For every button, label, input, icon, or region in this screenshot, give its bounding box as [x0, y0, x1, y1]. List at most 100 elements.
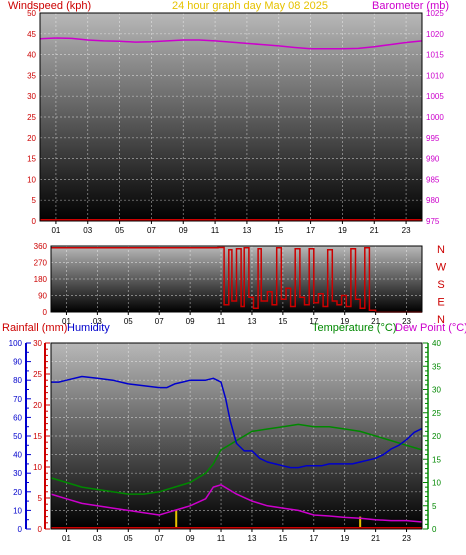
compass-label: N — [437, 244, 445, 256]
windspeed-y-tick-label: 25 — [27, 113, 36, 122]
barometer-y-tick-label: 985 — [426, 175, 440, 184]
panel3-x-tick-label: 11 — [217, 534, 226, 543]
panel2-x-tick-label: 17 — [309, 317, 318, 326]
panel2-x-tick-label: 19 — [340, 317, 349, 326]
barometer-y-tick-label: 980 — [426, 196, 440, 205]
panel3-x-tick-label: 03 — [93, 534, 102, 543]
panel1-x-tick-label: 05 — [115, 226, 124, 235]
wind-direction-y-tick-label: 180 — [34, 275, 48, 284]
windspeed-y-tick-label: 15 — [27, 155, 36, 164]
panel1-x-tick-label: 17 — [306, 226, 315, 235]
barometer-y-tick-label: 1000 — [426, 113, 444, 122]
wind-direction-y-tick-label: 0 — [43, 308, 48, 317]
wind-direction-line — [51, 246, 422, 313]
windspeed-axis-label: Windspeed (kph) — [8, 0, 91, 12]
panel1-x-tick-label: 21 — [370, 226, 379, 235]
panel3-x-tick-label: 19 — [340, 534, 349, 543]
panel2-x-tick-label: 13 — [248, 317, 257, 326]
panel1-x-tick-label: 11 — [211, 226, 220, 235]
panel2-x-tick-label: 11 — [217, 317, 226, 326]
chart-title: 24 hour graph day May 08 2025 — [172, 0, 328, 12]
panel2-plot-border — [50, 245, 423, 313]
windspeed-y-tick-label: 45 — [27, 30, 36, 39]
panel1-x-tick-label: 03 — [83, 226, 92, 235]
panel3-x-tick-label: 05 — [124, 534, 133, 543]
panel2-x-tick-label: 05 — [124, 317, 133, 326]
windspeed-y-tick-label: 10 — [27, 175, 36, 184]
panel3-x-tick-label: 01 — [62, 534, 71, 543]
humidity-y-tick-label: 100 — [9, 339, 23, 348]
panel1-x-tick-label: 23 — [402, 226, 411, 235]
barometer-y-tick-label: 1005 — [426, 92, 444, 101]
temperature-y-tick-label: 20 — [432, 432, 441, 441]
barometer-y-tick-label: 975 — [426, 217, 440, 226]
barometer-y-tick-label: 1020 — [426, 30, 444, 39]
humidity-y-tick-label: 60 — [13, 413, 22, 422]
rainfall-y-tick-label: 5 — [38, 494, 43, 503]
panel3-x-tick-label: 21 — [371, 534, 380, 543]
dew-point-axis-label: Dew Point (°C) — [395, 322, 466, 334]
compass-label: N — [437, 314, 445, 326]
windspeed-y-tick-label: 40 — [27, 51, 36, 60]
windspeed-y-tick-label: 35 — [27, 71, 36, 80]
panel2-x-tick-label: 09 — [186, 317, 195, 326]
panel1-x-tick-label: 13 — [242, 226, 251, 235]
humidity-y-tick-label: 40 — [13, 451, 22, 460]
temperature-line — [50, 423, 423, 495]
panel3-x-tick-label: 09 — [186, 534, 195, 543]
rainfall-y-tick-label: 15 — [33, 432, 42, 441]
panel1-x-tick-label: 15 — [274, 226, 283, 235]
windspeed-y-tick-label: 20 — [27, 134, 36, 143]
temperature-y-tick-label: 40 — [432, 339, 441, 348]
humidity-y-tick-label: 0 — [18, 525, 23, 534]
temperature-y-tick-label: 15 — [432, 455, 441, 464]
temperature-y-tick-label: 10 — [432, 479, 441, 488]
barometer-line — [39, 37, 423, 50]
wind-direction-y-tick-label: 360 — [34, 242, 48, 251]
rainfall-axis-label: Rainfall (mm) — [2, 322, 67, 334]
panel3-x-tick-label: 07 — [155, 534, 164, 543]
windspeed-y-tick-label: 30 — [27, 92, 36, 101]
rainfall-y-tick-label: 0 — [38, 525, 43, 534]
humidity-y-tick-label: 20 — [13, 488, 22, 497]
panel2-x-tick-label: 03 — [93, 317, 102, 326]
barometer-y-tick-label: 1015 — [426, 51, 444, 60]
humidity-y-tick-label: 70 — [13, 395, 22, 404]
panel2-x-tick-label: 23 — [402, 317, 411, 326]
panel2-x-tick-label: 01 — [62, 317, 71, 326]
temperature-y-tick-label: 35 — [432, 362, 441, 371]
temperature-y-tick-label: 30 — [432, 386, 441, 395]
barometer-y-tick-label: 990 — [426, 155, 440, 164]
barometer-y-tick-label: 1025 — [426, 9, 444, 18]
rainfall-y-tick-label: 25 — [33, 370, 42, 379]
temperature-y-tick-label: 0 — [432, 525, 437, 534]
windspeed-y-tick-label: 50 — [27, 9, 36, 18]
windspeed-y-tick-label: 0 — [32, 217, 37, 226]
humidity-y-tick-label: 90 — [13, 358, 22, 367]
compass-label: E — [437, 297, 444, 309]
rainfall-y-tick-label: 20 — [33, 401, 42, 410]
rainfall-y-tick-label: 10 — [33, 463, 42, 472]
panel2-x-tick-label: 07 — [155, 317, 164, 326]
compass-label: W — [436, 262, 447, 274]
barometer-y-tick-label: 1010 — [426, 71, 444, 80]
temperature-y-tick-label: 25 — [432, 409, 441, 418]
wind-direction-y-tick-label: 270 — [34, 259, 48, 268]
panel3-x-tick-label: 17 — [309, 534, 318, 543]
panel2-x-tick-label: 15 — [278, 317, 287, 326]
barometer-y-tick-label: 995 — [426, 134, 440, 143]
panel3-plot-border — [50, 342, 423, 530]
humidity-y-tick-label: 50 — [13, 432, 22, 441]
dew-point-line — [50, 484, 423, 523]
temperature-y-tick-label: 5 — [432, 502, 437, 511]
panel1-x-tick-label: 09 — [179, 226, 188, 235]
wind-direction-y-tick-label: 90 — [38, 292, 47, 301]
humidity-y-tick-label: 80 — [13, 376, 22, 385]
panel1-plot-border — [39, 12, 423, 222]
panel3-x-tick-label: 23 — [402, 534, 411, 543]
panel1-x-tick-label: 07 — [147, 226, 156, 235]
panel2-x-tick-label: 21 — [371, 317, 380, 326]
panel1-x-tick-label: 01 — [51, 226, 60, 235]
